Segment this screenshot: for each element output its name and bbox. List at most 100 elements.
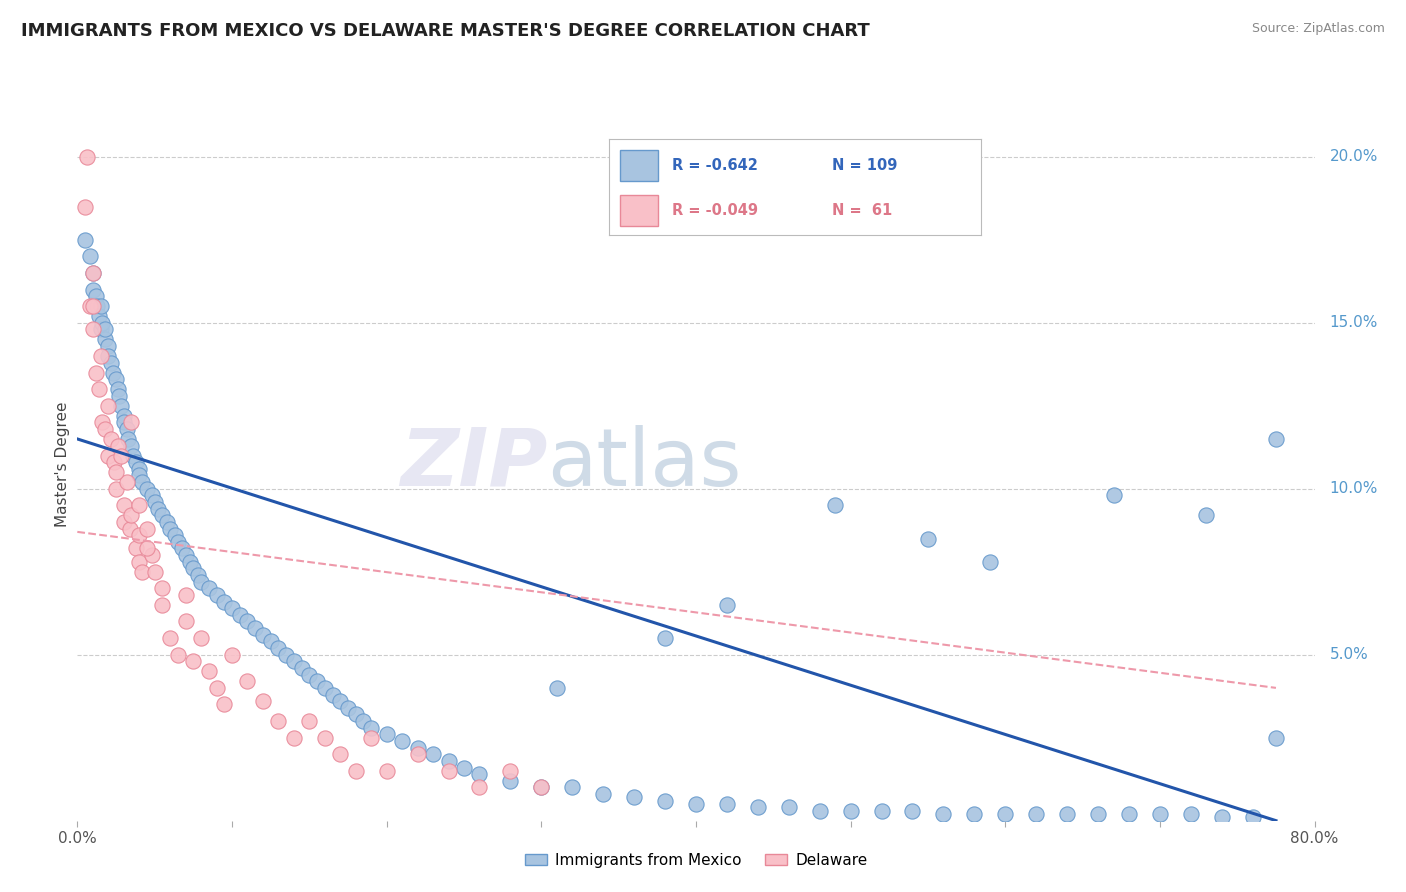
Point <box>1180 807 1202 822</box>
Point <box>437 764 460 778</box>
Point <box>337 700 360 714</box>
Text: 10.0%: 10.0% <box>1330 481 1378 496</box>
Point <box>1025 807 1047 822</box>
Point <box>375 764 398 778</box>
Point <box>152 508 174 523</box>
Point <box>136 482 159 496</box>
Point <box>298 667 321 681</box>
Point <box>252 694 274 708</box>
Point <box>90 322 111 336</box>
Point <box>152 582 174 596</box>
Text: N = 109: N = 109 <box>832 158 897 173</box>
Point <box>156 515 179 529</box>
Point <box>82 322 104 336</box>
Point <box>344 707 367 722</box>
Point <box>179 555 201 569</box>
Point <box>1149 807 1171 822</box>
Text: R = -0.049: R = -0.049 <box>672 203 758 218</box>
Text: N =  61: N = 61 <box>832 203 893 218</box>
Point <box>190 631 212 645</box>
Point <box>94 332 117 346</box>
Point <box>375 727 398 741</box>
Bar <box>620 195 658 226</box>
Point <box>75 200 96 214</box>
Point <box>221 601 243 615</box>
Point <box>1211 810 1233 824</box>
Point <box>167 534 190 549</box>
Point <box>183 654 205 668</box>
Point <box>546 681 568 695</box>
Point <box>260 634 283 648</box>
Point <box>100 432 122 446</box>
Point <box>1265 731 1288 745</box>
Point <box>654 631 676 645</box>
Legend: Immigrants from Mexico, Delaware: Immigrants from Mexico, Delaware <box>519 847 873 873</box>
Point <box>778 800 800 814</box>
Point <box>437 754 460 768</box>
Point <box>108 389 131 403</box>
Point <box>141 488 163 502</box>
Point <box>86 299 108 313</box>
Point <box>122 449 145 463</box>
Point <box>685 797 707 811</box>
Point <box>128 499 150 513</box>
Point <box>121 415 143 429</box>
Bar <box>620 150 658 180</box>
Point <box>917 532 939 546</box>
Point <box>183 561 205 575</box>
Text: ZIP: ZIP <box>401 425 547 503</box>
Point <box>245 621 267 635</box>
Point <box>422 747 444 762</box>
Point <box>97 449 120 463</box>
Point <box>1056 807 1078 822</box>
Point <box>291 661 314 675</box>
Point <box>136 522 159 536</box>
Y-axis label: Master's Degree: Master's Degree <box>55 401 70 526</box>
Point <box>97 349 120 363</box>
Point <box>214 698 236 712</box>
Point <box>143 495 166 509</box>
Point <box>1195 508 1218 523</box>
Point <box>118 522 141 536</box>
Point <box>979 555 1001 569</box>
Point <box>141 548 163 562</box>
Text: 20.0%: 20.0% <box>1330 149 1378 164</box>
Point <box>322 688 344 702</box>
Text: Source: ZipAtlas.com: Source: ZipAtlas.com <box>1251 22 1385 36</box>
Point <box>276 648 298 662</box>
Point <box>128 528 150 542</box>
Point <box>190 574 212 589</box>
Point <box>101 366 124 380</box>
Point <box>91 415 114 429</box>
Point <box>110 399 132 413</box>
Point <box>592 787 614 801</box>
Text: 15.0%: 15.0% <box>1330 315 1378 330</box>
Point <box>360 721 382 735</box>
Point <box>1102 488 1125 502</box>
Point <box>121 508 143 523</box>
Point <box>105 465 127 479</box>
Point <box>94 322 117 336</box>
Point <box>236 615 259 629</box>
Point <box>1241 810 1264 824</box>
Point <box>79 299 101 313</box>
Point <box>468 767 491 781</box>
Point <box>107 382 129 396</box>
Point <box>117 432 139 446</box>
Point <box>103 455 125 469</box>
Point <box>172 541 194 556</box>
Point <box>221 648 243 662</box>
Point <box>267 714 290 728</box>
Point <box>146 501 169 516</box>
Point <box>174 615 197 629</box>
Point <box>82 266 104 280</box>
Point <box>468 780 491 795</box>
Point <box>314 731 336 745</box>
Point <box>159 522 181 536</box>
Point <box>994 807 1017 822</box>
Point <box>174 588 197 602</box>
Point <box>84 366 107 380</box>
Point <box>112 515 135 529</box>
Point <box>824 499 846 513</box>
Point <box>187 568 209 582</box>
